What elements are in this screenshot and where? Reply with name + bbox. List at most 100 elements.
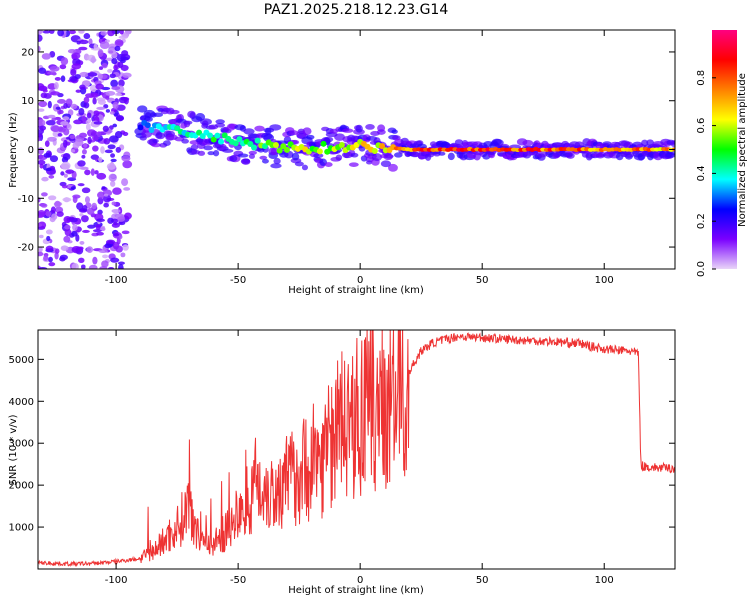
noise-blob [43, 92, 52, 99]
noise-blob [121, 155, 131, 162]
noise-blob [56, 211, 64, 217]
noise-blob [105, 239, 116, 245]
noise-blob [105, 90, 116, 96]
noise-blob [82, 205, 88, 212]
noise-blob [121, 50, 129, 57]
noise-blob [81, 115, 87, 123]
noise-blob [77, 183, 85, 187]
noise-blob [86, 112, 92, 119]
noise-blob [45, 167, 52, 172]
noise-blob [93, 43, 98, 50]
noise-blob [97, 73, 103, 80]
noise-blob [107, 217, 114, 224]
noise-blob [101, 63, 108, 69]
spectrogram-x-axis-label: Height of straight line (km) [288, 285, 424, 296]
noise-blob [79, 132, 87, 138]
noise-blob [84, 81, 90, 87]
ridge-halo [215, 119, 225, 125]
noise-blob [78, 30, 85, 34]
noise-blob [60, 161, 71, 170]
noise-blob [83, 142, 88, 148]
noise-blob [111, 222, 121, 228]
ridge-halo [670, 140, 675, 148]
noise-blob [48, 262, 56, 267]
noise-blob [113, 233, 120, 237]
noise-blob [79, 84, 86, 90]
noise-blob [48, 195, 57, 201]
snr-line-clip [38, 330, 675, 567]
ridge-halo [181, 138, 189, 144]
snr-axes: -100 -50 0 50 100 1000 2000 3000 4000 5000 [9, 330, 675, 586]
ridge-core [280, 143, 287, 150]
noise-blob [83, 33, 91, 40]
spectrogram-x-tick-label: 100 [595, 275, 614, 286]
noise-blob [111, 52, 118, 59]
noise-blob [38, 45, 41, 53]
noise-blob [70, 68, 77, 77]
ridge-core [214, 132, 221, 139]
noise-blob [97, 191, 105, 199]
noise-blob [38, 133, 43, 138]
noise-blob [97, 49, 104, 58]
noise-blob [70, 149, 76, 153]
noise-blob [103, 138, 111, 145]
noise-blob [123, 187, 131, 191]
noise-blob [118, 221, 126, 226]
noise-blob [92, 256, 98, 265]
noise-blob [101, 186, 106, 190]
noise-blob [60, 245, 69, 251]
noise-blob [95, 224, 101, 230]
noise-blob [98, 66, 104, 70]
noise-blob [70, 186, 76, 190]
noise-blob [39, 163, 44, 169]
noise-blob [45, 210, 52, 217]
noise-blob [62, 197, 72, 202]
spectrogram-x-tick-label: 50 [476, 275, 489, 286]
ridge-halo [145, 112, 152, 119]
noise-blob [112, 101, 119, 110]
noise-blob [62, 116, 70, 121]
noise-blob [38, 100, 48, 108]
ridge-halo [248, 153, 255, 159]
ridge-halo [137, 105, 148, 113]
noise-blob [63, 128, 70, 136]
ridge-halo [454, 139, 464, 146]
snr-x-tick-label: -100 [105, 575, 128, 586]
noise-blob [47, 71, 57, 75]
noise-blob [87, 72, 98, 77]
snr-panel: -100 -50 0 50 100 1000 2000 3000 4000 5000 Height… [8, 329, 676, 596]
ridge-core [283, 146, 290, 153]
ridge-core [144, 122, 151, 129]
noise-blob [57, 132, 63, 137]
noise-blob [50, 91, 61, 96]
noise-blob [83, 102, 90, 109]
ridge-halo [447, 152, 455, 161]
ridge-core [276, 147, 283, 154]
noise-blob [73, 119, 83, 125]
ridge-halo [350, 152, 359, 158]
ridge-halo [241, 158, 251, 165]
noise-blob [100, 227, 106, 232]
noise-blob [114, 92, 122, 97]
noise-blob [105, 109, 111, 113]
noise-blob [50, 125, 61, 133]
snr-frame [37, 329, 676, 570]
ridge-halo [243, 128, 255, 135]
noise-blob [66, 123, 72, 131]
noise-blob [122, 160, 133, 169]
noise-blob [79, 213, 84, 217]
noise-blob [101, 260, 109, 268]
noise-blob [91, 202, 97, 210]
ridge-halo [313, 153, 324, 159]
noise-blob [45, 229, 53, 235]
noise-blob [109, 110, 115, 115]
noise-blob [93, 121, 103, 125]
noise-blob [124, 212, 132, 220]
ridge-halo [306, 134, 315, 140]
noise-blob [77, 160, 86, 167]
ridge-halo [334, 133, 346, 141]
noise-blob [55, 106, 61, 110]
noise-blob [113, 64, 118, 71]
noise-blob [54, 248, 60, 254]
ridge-halo [273, 157, 281, 165]
